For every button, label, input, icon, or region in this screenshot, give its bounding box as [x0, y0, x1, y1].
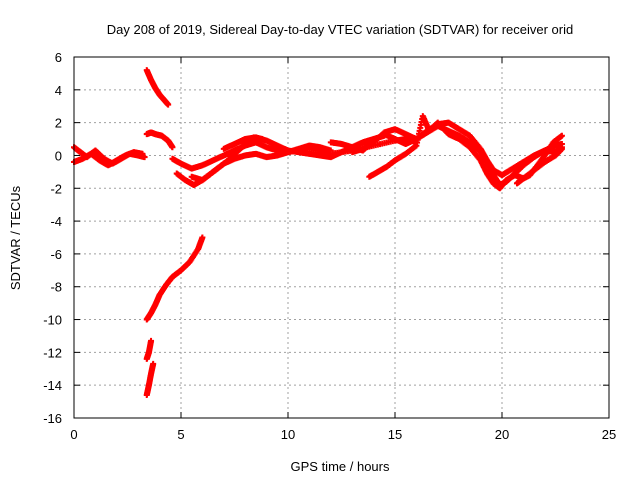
y-tick-label: -10	[43, 313, 62, 328]
y-tick-label: 2	[55, 116, 62, 131]
series-track-14	[143, 337, 155, 362]
y-tick-label: -8	[50, 280, 62, 295]
grid	[74, 57, 609, 418]
data-point	[169, 144, 176, 151]
series-track-13	[143, 234, 206, 323]
x-tick-label: 0	[70, 427, 77, 442]
x-tick-label: 15	[388, 427, 402, 442]
chart-title: Day 208 of 2019, Sidereal Day-to-day VTE…	[107, 22, 574, 37]
series-track-5	[169, 139, 334, 172]
x-tick-label: 25	[602, 427, 616, 442]
ticks: 0 5 10 15 20 25 -16 -14 -12 -10 -8 -6 -4 -2 0 2 4 6	[43, 50, 616, 442]
series-track-3	[143, 67, 172, 108]
series-track-2	[71, 149, 146, 169]
x-axis-label: GPS time / hours	[291, 459, 390, 474]
y-tick-label: -4	[50, 214, 62, 229]
y-tick-label: -2	[50, 181, 62, 196]
series-track-7	[188, 136, 420, 184]
series-track-15	[143, 360, 157, 399]
data-point	[148, 337, 155, 344]
data-point	[558, 132, 565, 139]
series-track-12	[513, 132, 565, 187]
y-tick-label: 0	[55, 148, 62, 163]
x-tick-label: 20	[495, 427, 509, 442]
series-track-4	[143, 129, 176, 151]
data-point	[150, 360, 157, 367]
y-tick-label: -12	[43, 345, 62, 360]
y-tick-label: -6	[50, 247, 62, 262]
data-series	[71, 67, 565, 399]
x-tick-label: 5	[177, 427, 184, 442]
y-tick-label: -14	[43, 378, 62, 393]
series-track-10	[349, 122, 565, 188]
data-point	[558, 145, 565, 152]
y-axis-label: SDTVAR / TECUs	[8, 185, 23, 290]
data-point	[165, 101, 172, 108]
data-point	[141, 154, 148, 161]
data-point	[139, 150, 146, 157]
y-tick-label: -16	[43, 411, 62, 426]
plot-frame	[73, 56, 610, 419]
data-point	[199, 234, 206, 241]
x-tick-label: 10	[281, 427, 295, 442]
y-tick-label: 4	[55, 83, 62, 98]
y-tick-label: 6	[55, 50, 62, 65]
